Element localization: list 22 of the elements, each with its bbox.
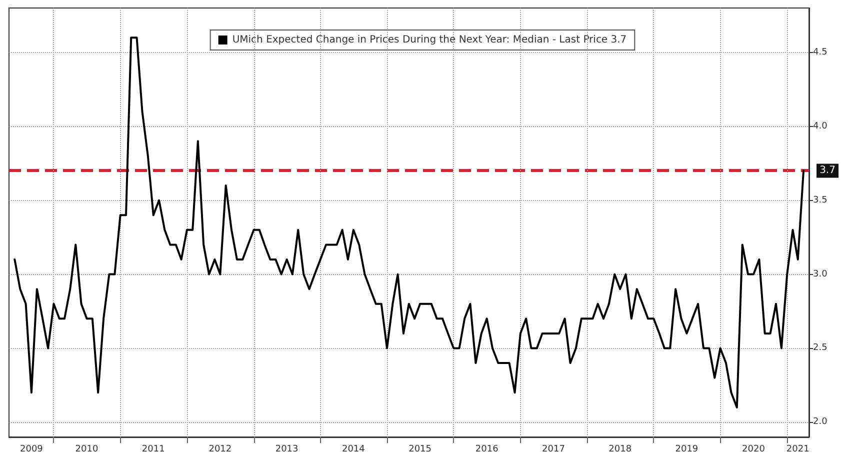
x-tick-label: 2017 [542, 444, 565, 454]
x-tick-label: 2009 [20, 444, 44, 454]
x-tick-label: 2014 [342, 444, 366, 454]
y-tick-label: 4.0 [813, 121, 828, 132]
x-tick-label: 2020 [742, 444, 766, 454]
x-tick-label: 2011 [142, 444, 165, 454]
y-tick-label: 4.5 [813, 47, 828, 58]
legend-label: UMich Expected Change in Prices During the Next Year: Median - Last Price 3.7 [232, 34, 627, 46]
x-tick-label: 2013 [275, 444, 298, 454]
line-series [14, 36, 805, 408]
y-tick-label: 3.5 [813, 195, 828, 206]
annotation: 3.7 [820, 165, 836, 176]
x-tick-label: 2019 [675, 444, 698, 454]
x-tick-label: 2015 [408, 444, 432, 454]
x-tick-label: 2010 [75, 444, 98, 454]
x-tick-label: 2021 [786, 444, 810, 454]
x-tick-label: 2018 [608, 444, 632, 454]
x-tick-label: 2012 [208, 444, 232, 454]
y-tick-label: 2.5 [813, 343, 828, 354]
x-tick-label: 2016 [475, 444, 499, 454]
y-tick-label: 2.0 [813, 417, 828, 428]
y-tick-label: 3.0 [813, 269, 828, 280]
